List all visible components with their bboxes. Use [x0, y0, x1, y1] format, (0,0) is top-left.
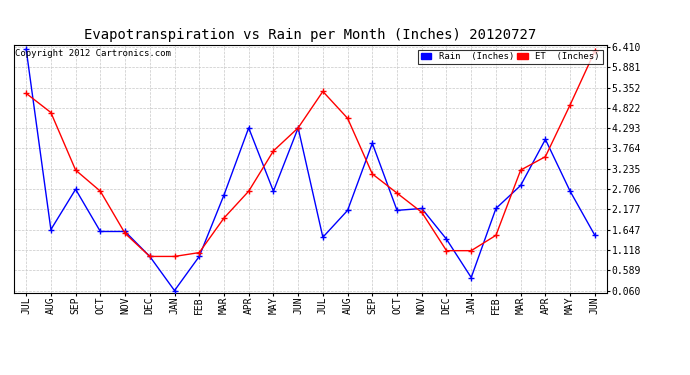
Legend: Rain  (Inches), ET  (Inches): Rain (Inches), ET (Inches): [418, 50, 602, 64]
Title: Evapotranspiration vs Rain per Month (Inches) 20120727: Evapotranspiration vs Rain per Month (In…: [84, 28, 537, 42]
Text: Copyright 2012 Cartronics.com: Copyright 2012 Cartronics.com: [15, 49, 171, 58]
